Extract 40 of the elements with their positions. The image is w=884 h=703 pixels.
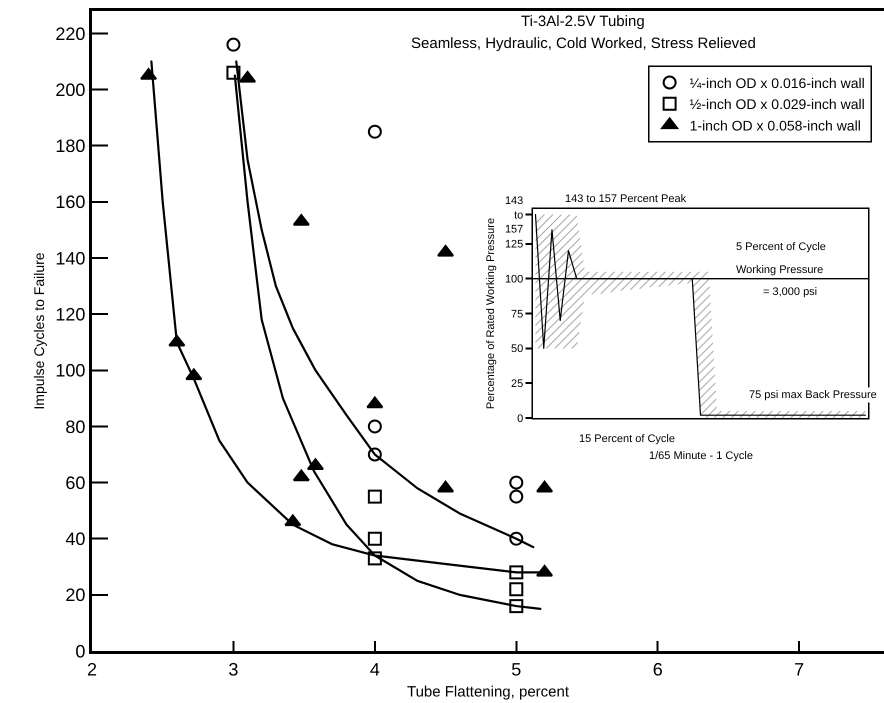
- annotation: 5 Percent of Cycle: [736, 241, 826, 253]
- y-tick-label: 140: [55, 248, 86, 268]
- y-tick-label: 100: [504, 274, 524, 286]
- y-tick-label: 0: [75, 641, 86, 662]
- y-tick-label: 160: [55, 192, 86, 212]
- y-tick-label: 75: [511, 308, 524, 320]
- y-tick-label: 120: [55, 304, 86, 324]
- y-axis-title: Impulse Cycles to Failure: [30, 252, 47, 410]
- annotation: 143 to 157 Percent Peak: [565, 193, 687, 205]
- x-tick-label: 4: [370, 660, 380, 680]
- y-tick-label: 20: [65, 585, 86, 606]
- y-tick-label: 40: [65, 529, 86, 550]
- y-tick-label: 80: [65, 416, 86, 437]
- text: Seamless, Hydraulic, Cold Worked, Stress Relieved: [411, 35, 756, 52]
- y-tick-label: 50: [511, 343, 524, 356]
- y-tick-label: 143 to 157: [504, 195, 524, 236]
- legend-label: 1-inch OD x 0.058-inch wall: [690, 117, 861, 134]
- y-tick-label: 100: [55, 360, 86, 381]
- y-axis-title: Percentage of Rated Working Pressure: [484, 218, 497, 410]
- x-tick-label: 3: [228, 660, 238, 680]
- y-tick-label: 25: [511, 378, 524, 390]
- y-tick-label: 180: [55, 136, 86, 156]
- legend-label: ½-inch OD x 0.029-inch wall: [690, 96, 865, 112]
- y-tick-label: 0: [517, 412, 524, 425]
- annotation: = 3,000 psi: [763, 286, 818, 298]
- ref-line-label: Working Pressure: [736, 264, 824, 276]
- x-tick-label: 7: [794, 660, 804, 680]
- legend-label: ¼-inch OD x 0.016-inch wall: [690, 74, 865, 91]
- y-tick-label: 125: [504, 238, 524, 251]
- annotation: 75 psi max Back Pressure: [749, 389, 877, 401]
- x-tick-label: 5: [511, 660, 522, 680]
- annotation: 15 Percent of Cycle: [579, 433, 675, 445]
- annotation: 1/65 Minute - 1 Cycle: [649, 450, 753, 462]
- y-tick-label: 60: [65, 472, 86, 493]
- y-tick-label: 220: [55, 24, 86, 44]
- x-tick-label: 2: [86, 660, 98, 680]
- x-axis-title: Tube Flattening, percent: [406, 684, 570, 701]
- x-tick-label: 6: [652, 660, 663, 680]
- chart-title: Ti-3Al-2.5V Tubing: [521, 13, 645, 30]
- y-tick-label: 200: [55, 80, 86, 100]
